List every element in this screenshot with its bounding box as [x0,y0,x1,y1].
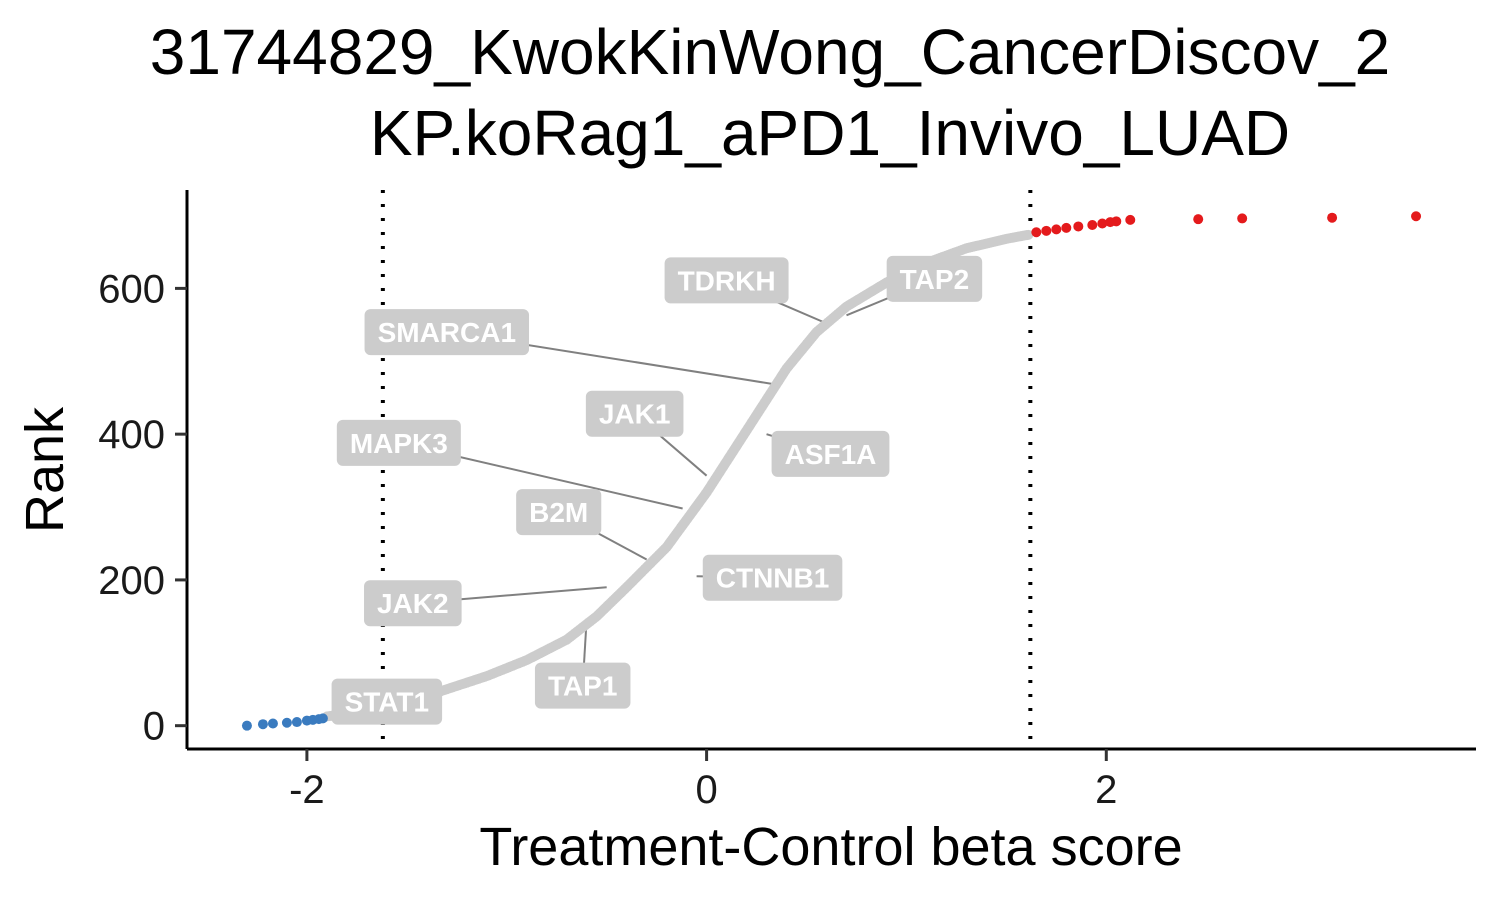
gene-label-text: STAT1 [345,687,430,718]
gene-label-text: CTNNB1 [716,563,830,594]
negative-point [257,719,268,730]
gene-label-box [364,309,530,356]
positive-point [1087,219,1098,230]
gene-label-box [886,255,983,302]
positive-point [1097,218,1108,229]
x-tick-label: 2 [1095,768,1117,812]
positive-point [1061,222,1072,233]
gene-label: B2M [516,489,602,536]
x-axis-title: Treatment-Control beta score [479,817,1182,877]
chart-title-line-1: 31744829_KwokKinWong_CancerDiscov_2 [150,16,1391,88]
positive-point [1125,214,1136,225]
y-tick-label: 0 [143,705,165,749]
x-tick-label: 0 [695,768,717,812]
neutral-points [322,229,1034,722]
negative-point [281,717,292,728]
plot-area: TDRKH TAP2 SMARCA1 JAK1 MAPK3 ASF1A B2M CTNNB1 J… [241,190,1422,749]
positive-point [1193,214,1204,225]
gene-label-box [771,430,890,477]
y-tick-label: 600 [98,267,165,311]
positive-point [1073,221,1084,232]
positive-point [1411,211,1422,222]
x-tick-label: -2 [289,768,325,812]
gene-label: CTNNB1 [702,554,843,601]
axes: -2 0 2 0 200 400 600 [98,190,1476,812]
gene-label: JAK2 [364,580,462,627]
positive-point [1111,216,1122,227]
positive-points [1031,211,1422,238]
negative-point [241,720,252,731]
x-axis-ticks: -2 0 2 [289,749,1117,812]
gene-label: JAK1 [585,390,684,437]
negative-point [267,718,278,729]
gene-label-text: TDRKH [678,265,776,296]
chart-title-line-2: KP.koRag1_aPD1_Invivo_LUAD [370,97,1290,169]
positive-point [1051,224,1062,235]
gene-label-text: TAP2 [900,264,970,295]
positive-point [1031,227,1042,238]
y-tick-label: 400 [98,413,165,457]
positive-point [1327,212,1338,223]
gene-label-box [664,257,789,304]
gene-label-text: MAPK3 [350,428,448,459]
gene-label-text: JAK1 [599,399,671,430]
negative-point [291,717,302,728]
gene-label-text: TAP1 [548,671,618,702]
gene-label-box [516,489,602,536]
positive-point [1237,213,1248,224]
gene-label-box [364,580,462,627]
gene-label-box [336,419,461,466]
gene-label-box [331,678,443,725]
gene-label-text: B2M [529,497,588,528]
gene-label: SMARCA1 [364,309,530,356]
neutral-point [1023,229,1034,240]
gene-label: TDRKH [664,257,789,304]
gene-label-box [534,662,631,709]
gene-label-text: SMARCA1 [378,317,516,348]
gene-label-text: ASF1A [785,439,877,470]
y-tick-label: 200 [98,559,165,603]
gene-label-box [702,554,843,601]
gene-label: STAT1 [331,678,443,725]
gene-label: TAP1 [534,662,631,709]
gene-label: MAPK3 [336,419,461,466]
negative-point [317,713,328,724]
gene-label-text: JAK2 [377,588,449,619]
y-axis-title: Rank [15,406,75,533]
gene-label-box [585,390,684,437]
positive-point [1041,225,1052,236]
negative-points [241,713,328,731]
gene-labels: TDRKH TAP2 SMARCA1 JAK1 MAPK3 ASF1A B2M CTNNB1 J… [331,255,983,725]
gene-label: ASF1A [771,430,890,477]
y-axis-ticks: 0 200 400 600 [98,267,187,749]
gene-label: TAP2 [886,255,983,302]
